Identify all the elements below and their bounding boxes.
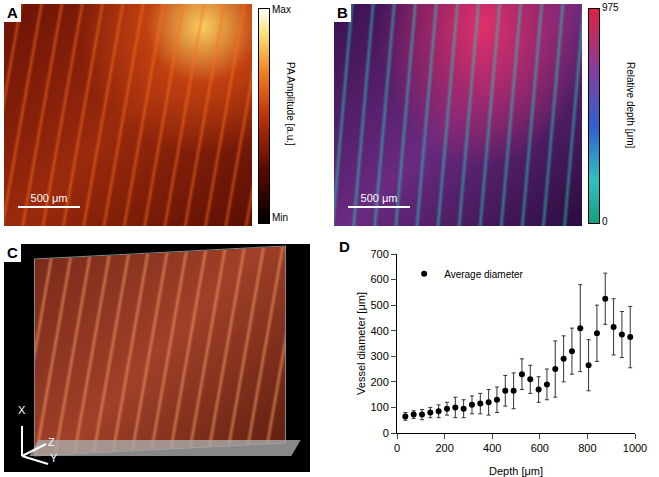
html-text:Min: Min	[272, 212, 289, 223]
svg-text:100: 100	[370, 401, 388, 413]
svg-text:300: 300	[370, 350, 388, 362]
svg-text:400: 400	[483, 442, 501, 454]
html-text:X: X	[18, 404, 26, 416]
html-text:Relative depth [μm]: Relative depth [μm]	[625, 62, 636, 149]
html-text:Max: Max	[272, 4, 291, 15]
html-text:0: 0	[602, 216, 608, 227]
html-text:Y: Y	[50, 452, 58, 464]
svg-text:Depth [μm]: Depth [μm]	[489, 465, 543, 477]
html-text:D: D	[339, 238, 350, 255]
html-text:975: 975	[602, 2, 619, 13]
svg-text:600: 600	[370, 273, 388, 285]
svg-text:800: 800	[578, 442, 596, 454]
html-text:500 μm: 500 μm	[30, 192, 68, 204]
svg-text:400: 400	[370, 325, 388, 337]
svg-text:1000: 1000	[623, 442, 647, 454]
html-text:B: B	[337, 4, 348, 21]
svg-text:Average diameter: Average diameter	[444, 269, 523, 280]
svg-text:200: 200	[370, 376, 388, 388]
html-text:C: C	[7, 244, 18, 261]
html-text:Z: Z	[48, 436, 55, 448]
svg-text:0: 0	[383, 427, 389, 439]
svg-text:Vessel diameter [μm]: Vessel diameter [μm]	[355, 292, 367, 395]
svg-text:200: 200	[435, 442, 453, 454]
svg-text:500: 500	[370, 299, 388, 311]
html-text:500 μm: 500 μm	[360, 192, 398, 204]
svg-text:700: 700	[370, 248, 388, 260]
html-text:A: A	[7, 4, 18, 21]
html-text:PA Amplitude [a.u.]: PA Amplitude [a.u.]	[285, 62, 296, 146]
svg-text:0: 0	[394, 442, 400, 454]
svg-text:600: 600	[531, 442, 549, 454]
